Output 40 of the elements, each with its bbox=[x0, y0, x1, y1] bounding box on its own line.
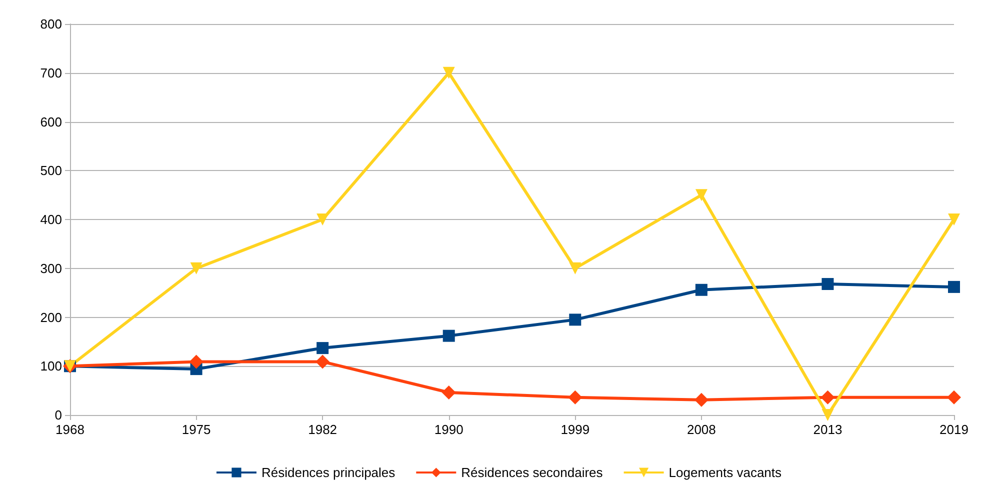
point bbox=[569, 262, 582, 274]
x-tick-label: 1999 bbox=[560, 422, 590, 437]
point bbox=[948, 214, 960, 226]
x-tick-label: 1982 bbox=[308, 422, 338, 437]
x-tick-label: 2019 bbox=[940, 422, 968, 437]
point bbox=[569, 314, 582, 326]
point bbox=[189, 354, 204, 369]
y-tick-label: 600 bbox=[40, 114, 62, 130]
point bbox=[695, 284, 708, 296]
x-tick-label: 1990 bbox=[434, 422, 464, 437]
y-tick-label: 700 bbox=[40, 65, 62, 80]
legend-label: Logements vacants bbox=[668, 465, 782, 480]
x-tick-label: 2008 bbox=[686, 422, 716, 437]
point bbox=[948, 280, 960, 293]
point bbox=[442, 66, 455, 79]
y-tick-label: 200 bbox=[40, 310, 62, 325]
x-tick-label: 1968 bbox=[56, 422, 84, 437]
point bbox=[442, 386, 456, 400]
point bbox=[316, 354, 330, 369]
y-tick-label: 300 bbox=[40, 260, 62, 276]
point bbox=[316, 214, 329, 226]
point bbox=[442, 330, 455, 342]
legend-label: Résidences principales bbox=[261, 465, 396, 480]
y-tick-label: 400 bbox=[40, 212, 62, 227]
point bbox=[820, 390, 835, 404]
point bbox=[947, 390, 961, 404]
y-tick-label: 100 bbox=[40, 358, 62, 374]
x-tick-label: 1975 bbox=[182, 422, 211, 437]
point bbox=[822, 278, 834, 290]
point bbox=[822, 409, 834, 421]
point bbox=[316, 342, 329, 354]
point bbox=[695, 189, 708, 202]
y-tick-label: 0 bbox=[54, 408, 62, 422]
point bbox=[568, 390, 582, 404]
y-tick-label: 800 bbox=[40, 16, 62, 32]
y-tick-label: 500 bbox=[40, 163, 62, 178]
point bbox=[190, 262, 202, 274]
x-tick-label: 2013 bbox=[813, 422, 842, 437]
point bbox=[694, 392, 708, 407]
legend-label: Résidences secondaires bbox=[461, 465, 604, 480]
